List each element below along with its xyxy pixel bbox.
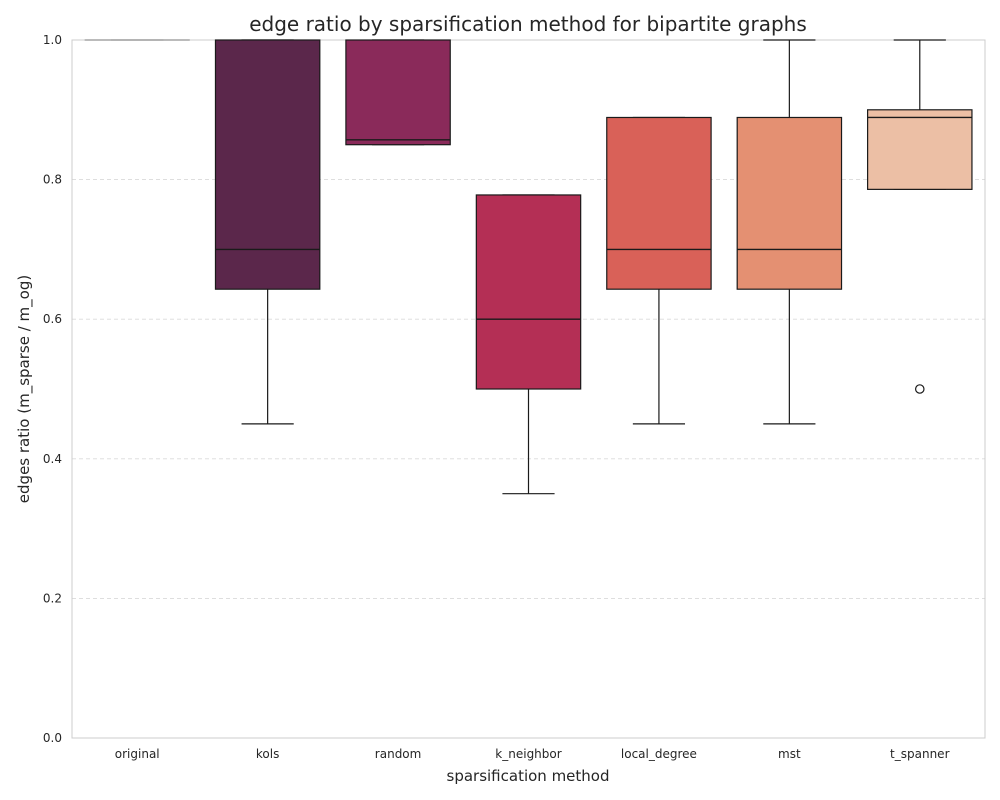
x-tick-label: mst <box>778 747 801 761</box>
box-kols <box>214 39 321 425</box>
box-local_degree <box>606 116 712 425</box>
x-tick-label: kols <box>256 747 279 761</box>
box-body <box>475 194 582 390</box>
box-mst <box>736 39 843 425</box>
x-tick-label: k_neighbor <box>495 747 561 761</box>
box-random <box>345 39 451 146</box>
y-tick-labels: 0.0 0.2 0.4 0.6 0.8 1.0 <box>43 33 62 745</box>
outlier-point <box>914 384 925 394</box>
y-tick-label: 0.4 <box>43 452 62 466</box>
box-body <box>606 116 712 290</box>
box-series <box>84 39 973 495</box>
y-tick-label: 0.8 <box>43 173 62 187</box>
y-tick-label: 0.2 <box>43 591 62 605</box>
x-tick-label: local_degree <box>621 747 697 761</box>
y-tick-label: 0.0 <box>43 731 62 745</box>
box-body <box>214 39 321 290</box>
box-t_spanner <box>867 39 973 394</box>
plot-area <box>71 39 986 739</box>
box-k_neighbor <box>475 194 582 495</box>
chart-title: edge ratio by sparsification method for … <box>249 12 807 36</box>
x-tick-label: t_spanner <box>890 747 950 761</box>
x-tick-label: random <box>375 747 422 761</box>
y-tick-label: 0.6 <box>43 312 62 326</box>
x-tick-label: original <box>115 747 160 761</box>
y-tick-label: 1.0 <box>43 33 62 47</box>
x-tick-labels: original kols random k_neighbor local_degree… <box>115 747 950 761</box>
y-axis-label: edges ratio (m_sparse / m_og) <box>15 275 34 503</box>
box-body <box>736 116 843 290</box>
box-body <box>867 109 973 190</box>
box-body <box>345 39 451 146</box>
x-axis-label: sparsification method <box>447 767 610 785</box>
